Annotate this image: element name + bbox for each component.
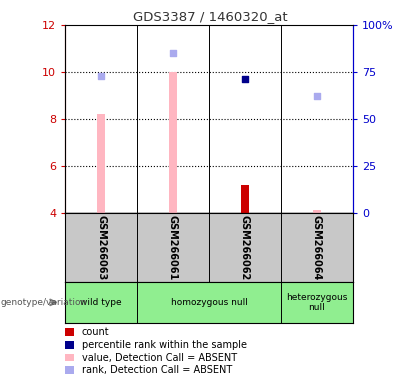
Text: GSM266063: GSM266063 — [96, 215, 106, 280]
Bar — [97, 114, 105, 213]
Bar — [241, 185, 249, 213]
Text: homozygous null: homozygous null — [171, 298, 247, 307]
Text: GSM266061: GSM266061 — [168, 215, 178, 280]
Text: GSM266064: GSM266064 — [312, 215, 322, 280]
Point — [98, 73, 105, 79]
Text: rank, Detection Call = ABSENT: rank, Detection Call = ABSENT — [82, 365, 232, 375]
Point — [170, 50, 176, 56]
Point — [313, 93, 320, 99]
Text: genotype/variation: genotype/variation — [1, 298, 87, 307]
Bar — [169, 72, 177, 213]
Text: percentile rank within the sample: percentile rank within the sample — [82, 340, 247, 350]
Text: value, Detection Call = ABSENT: value, Detection Call = ABSENT — [82, 353, 237, 362]
Text: GDS3387 / 1460320_at: GDS3387 / 1460320_at — [133, 10, 287, 23]
Text: count: count — [82, 327, 110, 337]
Text: GSM266062: GSM266062 — [240, 215, 250, 280]
Point — [241, 76, 248, 82]
Text: wild type: wild type — [80, 298, 122, 307]
Bar — [312, 210, 321, 213]
Text: heterozygous
null: heterozygous null — [286, 293, 347, 312]
